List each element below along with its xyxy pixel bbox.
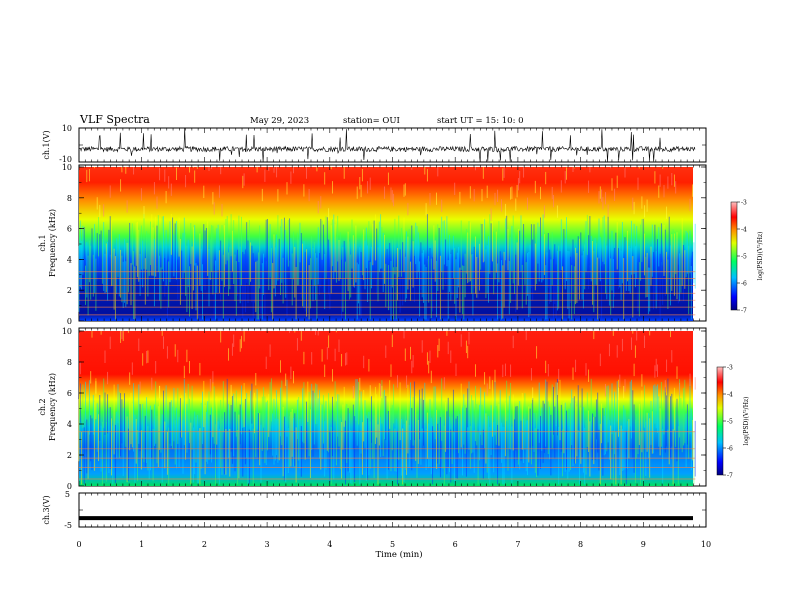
ch1-spectrogram-ylabel-frequency: Frequency (kHz)	[48, 209, 57, 277]
ch1-waveform-trace	[78, 127, 706, 163]
ch1-spectrogram-yticks: 0 2 4 6 8 10	[62, 163, 706, 326]
time-axis-ticks	[78, 128, 707, 527]
ch1-colorbar-label: log(PSD)(V²/Hz)	[757, 232, 764, 281]
ch2-colorbar-ticks: -3 -4 -5 -6 -7	[723, 365, 733, 480]
x-tick-label: 7	[515, 540, 520, 549]
x-tick-label: 10	[701, 540, 711, 549]
ch2-spectrogram-ylabel-channel: ch.2	[38, 398, 47, 415]
ch2-spectrogram-panel: 0 2 4 6 8 10 ch.2 Frequency (kHz)	[38, 327, 707, 491]
x-tick-label: 5	[390, 540, 395, 549]
y-tick-label: 10	[62, 163, 72, 172]
ch1-spectrogram-texture	[78, 167, 696, 320]
header-station: station= OUI	[343, 116, 400, 126]
y-tick-label: 8	[67, 358, 72, 367]
x-tick-label: 3	[265, 540, 270, 549]
y-tick-label: 4	[67, 420, 72, 429]
colorbar-tick-label: -6	[727, 446, 733, 453]
ch3-waveform-panel: 5 -5 ch.3(V)	[42, 490, 707, 530]
y-tick-label: 10	[62, 327, 72, 336]
y-tick-label: 0	[67, 482, 72, 491]
x-tick-label: 0	[76, 540, 81, 549]
y-tick-label: 4	[67, 255, 72, 264]
ch2-spectrogram-ylabel-frequency: Frequency (kHz)	[48, 373, 57, 441]
x-tick-label: 4	[327, 540, 332, 549]
colorbar-tick-label: -4	[741, 227, 747, 234]
header-start-time: start UT = 15: 10: 0	[437, 116, 524, 126]
ch1-ytick-bottom: -10	[59, 155, 72, 164]
ch1-colorbar-gradient	[730, 201, 738, 311]
ch1-waveform-panel: 10 -10 ch.1(V)	[42, 124, 707, 164]
x-tick-label: 2	[202, 540, 207, 549]
time-axis-label: Time (min)	[375, 549, 422, 560]
ch2-spectrogram-yticks: 0 2 4 6 8 10	[62, 327, 706, 491]
colorbar-tick-label: -4	[727, 392, 733, 399]
ch1-spectrogram-panel: 0 2 4 6 8 10 ch.1 Frequency (kHz)	[38, 163, 707, 326]
colorbar-tick-label: -3	[727, 365, 733, 372]
colorbar-tick-label: -7	[741, 308, 747, 315]
y-tick-label: 0	[67, 317, 72, 326]
ch2-colorbar-gradient	[716, 366, 724, 476]
ch2-colorbar: -3 -4 -5 -6 -7 log(PSD)(V²/Hz)	[716, 365, 750, 480]
ch1-spectrogram-ylabel-channel: ch.1	[38, 234, 47, 251]
colorbar-tick-label: -3	[741, 200, 747, 207]
y-tick-label: 2	[67, 451, 72, 460]
header-date: May 29, 2023	[250, 116, 309, 126]
ch1-colorbar: -3 -4 -5 -6 -7 log(PSD)(V²/Hz)	[730, 200, 764, 315]
ch3-ylabel: ch.3(V)	[42, 495, 51, 524]
ch1-ylabel: ch.1(V)	[42, 130, 51, 159]
colorbar-tick-label: -5	[741, 254, 747, 261]
x-tick-label: 6	[453, 540, 458, 549]
colorbar-tick-label: -7	[727, 473, 733, 480]
ch3-ytick-top: 5	[65, 490, 70, 499]
ch3-waveform-frame	[78, 492, 707, 528]
x-tick-label: 8	[578, 540, 583, 549]
ch1-waveform-line	[78, 128, 696, 163]
colorbar-tick-label: -5	[727, 419, 733, 426]
time-axis-tick-labels: 0 1 2 3 4 5 6 7 8 9 10	[76, 540, 711, 549]
y-tick-label: 6	[67, 225, 72, 234]
y-tick-label: 2	[67, 286, 72, 295]
y-tick-label: 8	[67, 194, 72, 203]
ch3-ytick-bottom: -5	[64, 521, 72, 530]
ch2-spectrogram-texture	[78, 331, 696, 485]
ch1-ytick-top: 10	[62, 124, 72, 133]
colorbar-tick-label: -6	[741, 281, 747, 288]
x-tick-label: 9	[641, 540, 646, 549]
y-tick-label: 6	[67, 389, 72, 398]
ch2-colorbar-label: log(PSD)(V²/Hz)	[743, 397, 750, 446]
x-tick-label: 1	[139, 540, 144, 549]
ch1-colorbar-ticks: -3 -4 -5 -6 -7	[737, 200, 747, 315]
ch1-waveform-frame	[78, 127, 707, 163]
figure-title: VLF Spectra	[79, 113, 150, 126]
